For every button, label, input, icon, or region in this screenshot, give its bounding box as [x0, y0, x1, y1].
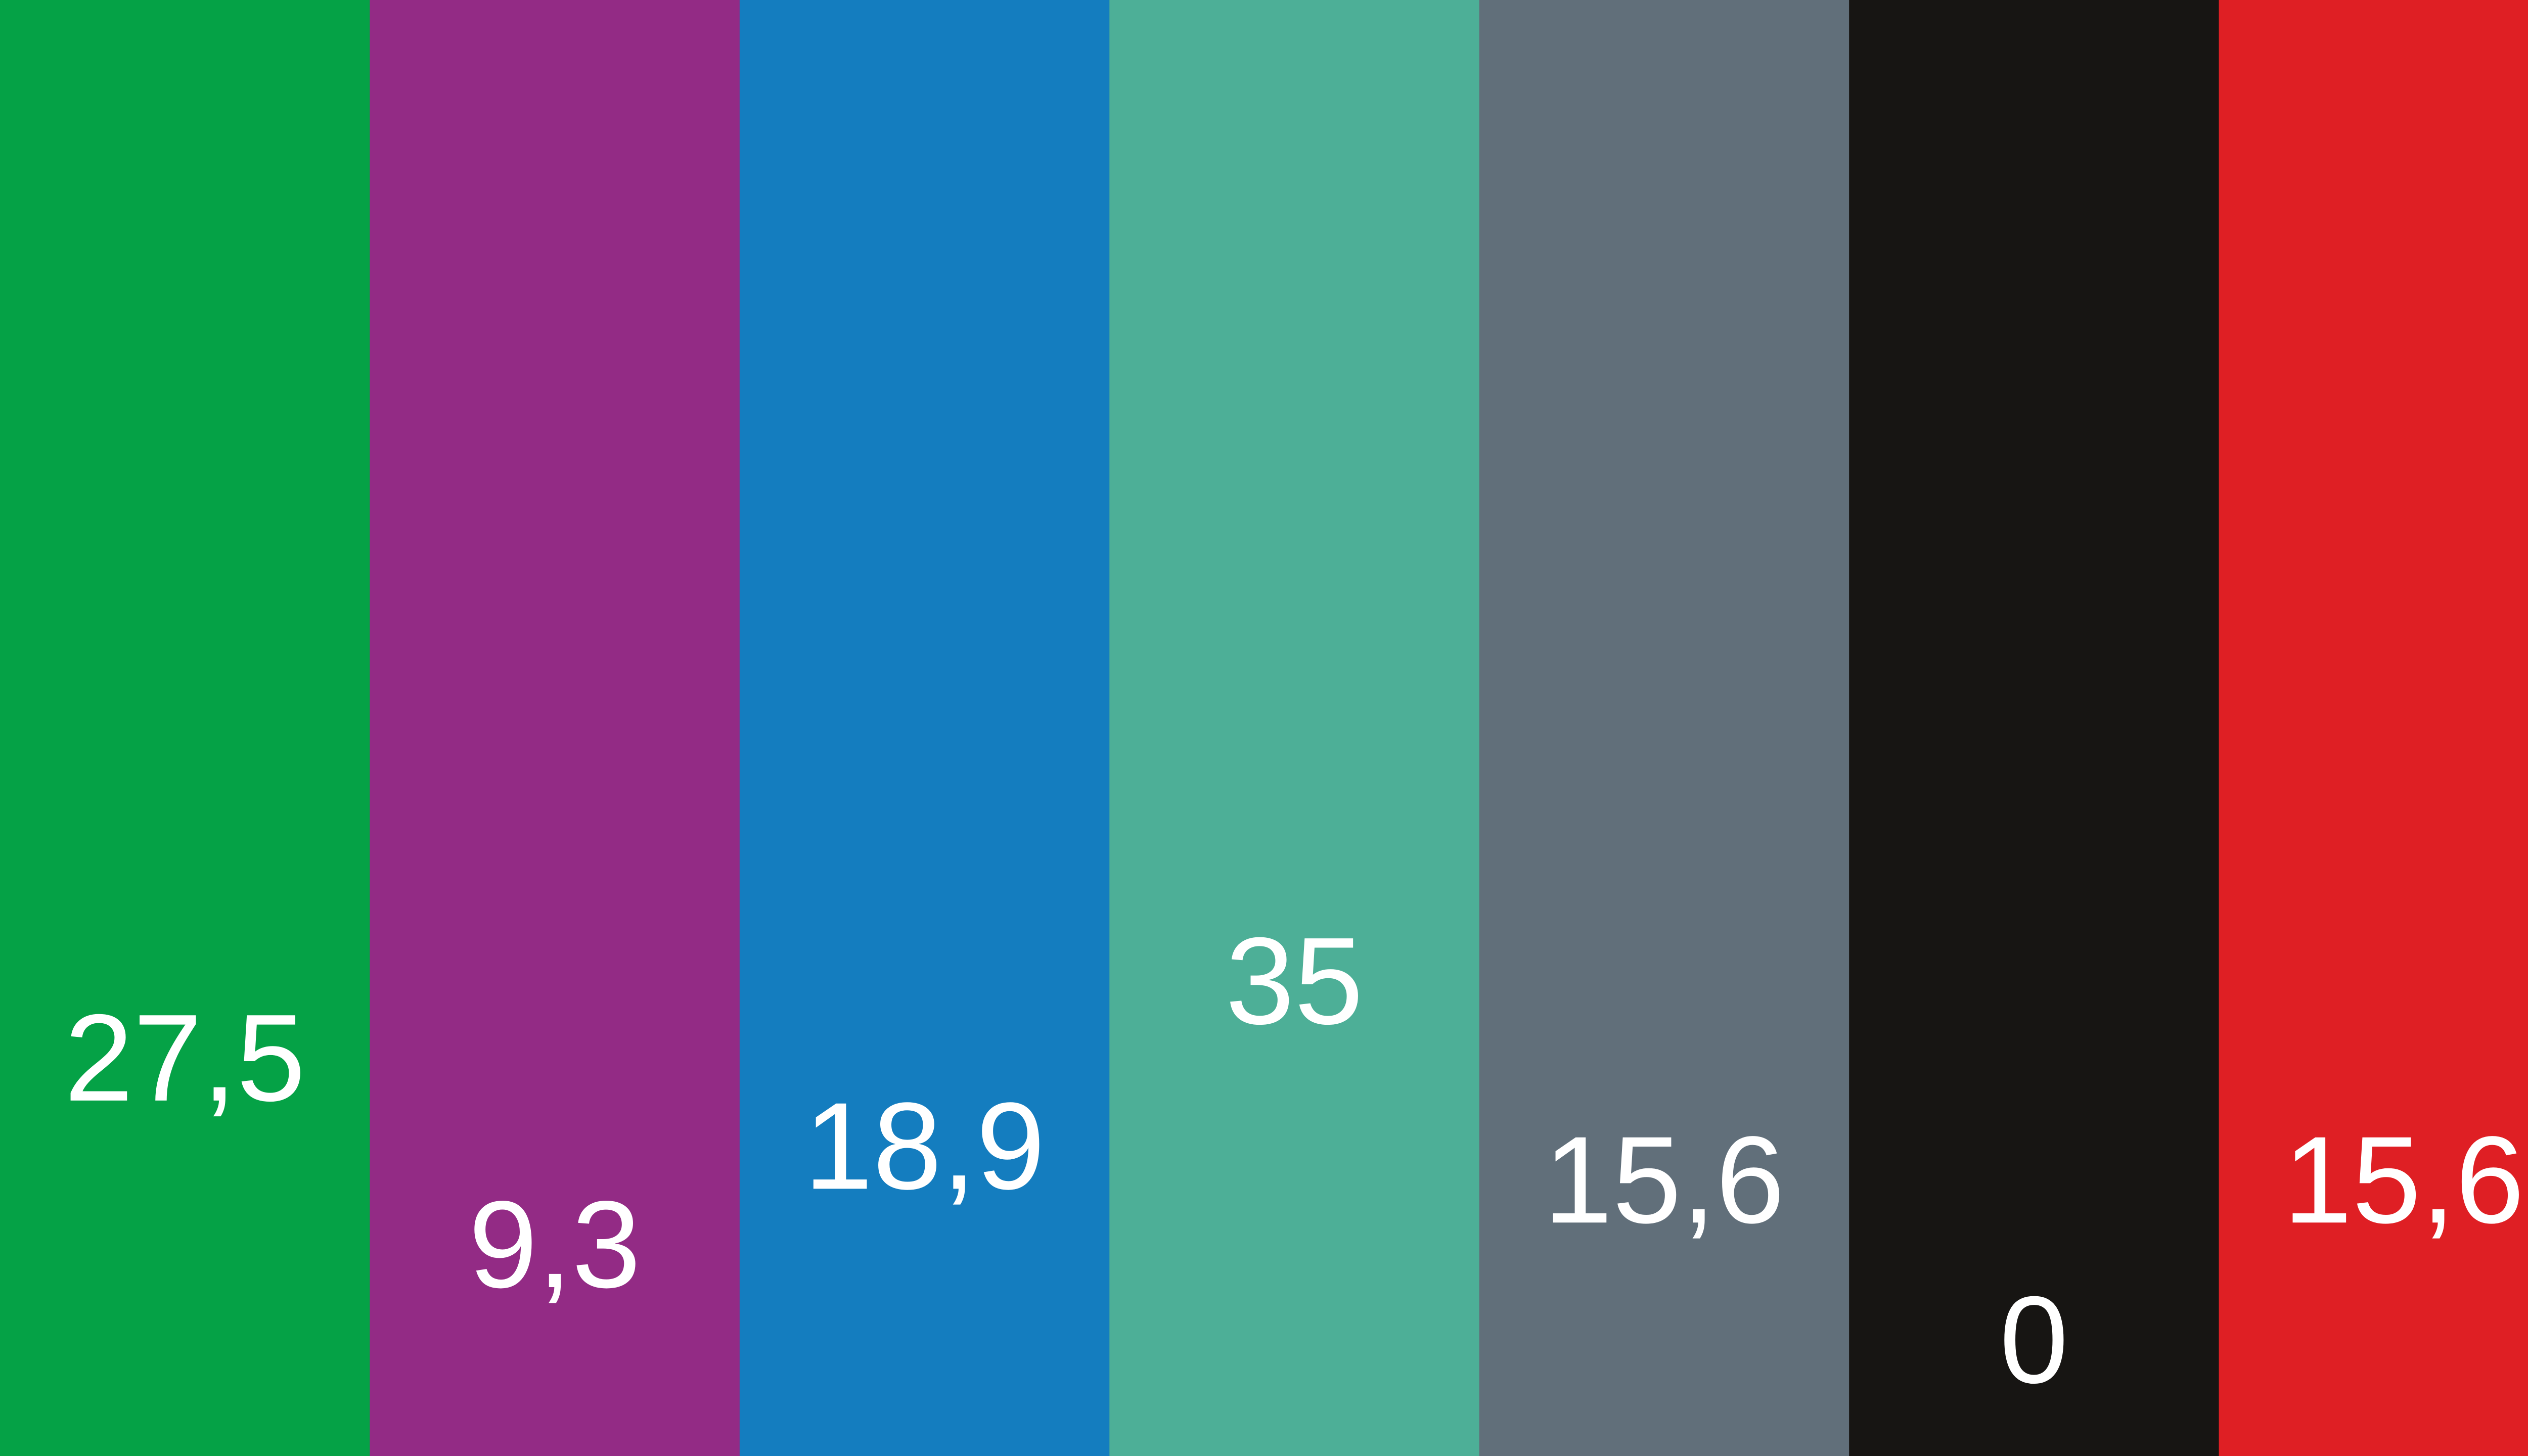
data-label-5: 15,6	[1544, 1110, 1785, 1249]
data-label-2: 9,3	[469, 1175, 641, 1313]
data-label-7: 15,6	[2283, 1110, 2524, 1249]
bar-3	[740, 0, 1110, 1456]
bar-4	[1109, 0, 1479, 1456]
data-label-6: 0	[2000, 1270, 2068, 1409]
data-label-3: 18,9	[804, 1076, 1045, 1215]
data-label-1: 27,5	[64, 988, 305, 1127]
bar-6	[1849, 0, 2219, 1456]
bar-1	[0, 0, 370, 1456]
data-label-4: 35	[1226, 912, 1364, 1050]
